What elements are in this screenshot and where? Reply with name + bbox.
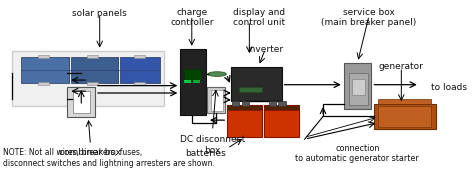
Text: solar panels: solar panels (73, 9, 127, 18)
Bar (242, 102, 249, 105)
Bar (207, 86, 226, 113)
Bar (193, 80, 200, 83)
Bar (184, 69, 201, 80)
Bar (378, 99, 431, 104)
Bar (38, 55, 49, 57)
Bar (374, 104, 436, 129)
Bar (239, 86, 262, 92)
Bar (87, 82, 98, 85)
Text: generator: generator (379, 62, 424, 71)
Bar (134, 55, 146, 57)
Bar (38, 82, 49, 85)
Bar (227, 105, 262, 137)
Text: batteries: batteries (185, 149, 226, 158)
Bar (231, 67, 282, 101)
Bar (184, 80, 191, 83)
Text: DC disconnect
box: DC disconnect box (180, 135, 245, 155)
Bar (232, 102, 239, 105)
Ellipse shape (208, 72, 226, 76)
Text: combiner box: combiner box (60, 148, 121, 157)
Bar (210, 90, 223, 110)
Text: connection
to automatic generator starter: connection to automatic generator starte… (295, 144, 419, 163)
Bar (349, 73, 368, 105)
Text: display and
control unit: display and control unit (233, 8, 284, 28)
Bar (12, 51, 164, 106)
Bar (269, 102, 276, 105)
Bar (73, 91, 90, 113)
Text: charge
controller: charge controller (170, 8, 214, 28)
Bar (134, 82, 146, 85)
Bar (87, 55, 98, 57)
Bar (180, 49, 206, 115)
Text: NOTE: Not all wires, breakers, fuses,
disconnect switches and lightning arrester: NOTE: Not all wires, breakers, fuses, di… (3, 148, 215, 168)
Bar (67, 87, 95, 117)
Bar (264, 105, 299, 110)
Bar (278, 102, 286, 105)
Bar (352, 79, 365, 95)
Bar (378, 106, 431, 127)
Text: inverter: inverter (247, 45, 283, 54)
Bar (264, 105, 299, 137)
Polygon shape (21, 57, 69, 83)
Polygon shape (120, 57, 160, 83)
Text: to loads: to loads (431, 83, 467, 92)
Bar (227, 105, 262, 110)
Polygon shape (71, 57, 118, 83)
Bar (344, 62, 372, 109)
Text: service box
(main breaker panel): service box (main breaker panel) (321, 8, 417, 28)
